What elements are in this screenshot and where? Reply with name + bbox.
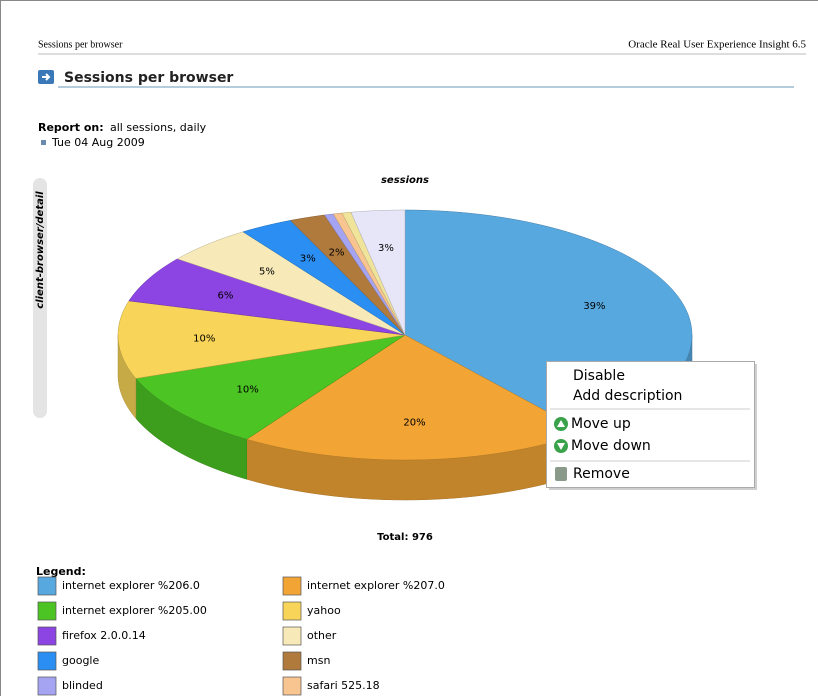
header-left: Sessions per browser <box>38 39 123 50</box>
menu-item[interactable]: Move up <box>571 416 631 432</box>
legend-label: internet explorer %205.00 <box>62 604 207 617</box>
slice-label: 5% <box>259 266 275 277</box>
slice-label: 10% <box>193 333 215 344</box>
legend: internet explorer %206.0 internet explore… <box>37 576 445 696</box>
slice-label: 3% <box>300 253 316 264</box>
menu-item[interactable]: Move down <box>571 438 651 454</box>
legend-title: Legend: <box>36 565 86 578</box>
legend-label: internet explorer %207.0 <box>307 579 445 592</box>
legend-label: other <box>307 629 337 642</box>
menu-box <box>546 361 755 488</box>
slice <box>135 334 406 440</box>
legend-swatch <box>282 651 302 671</box>
header-right: Oracle Real User Experience Insight 6.5 <box>628 39 806 51</box>
slice-label: 3% <box>378 243 394 254</box>
slice <box>117 300 406 379</box>
legend-label: msn <box>307 654 330 667</box>
slice <box>289 214 406 336</box>
side-tab[interactable] <box>33 178 47 418</box>
slice-label: 39% <box>583 301 605 312</box>
slice <box>128 258 406 336</box>
legend-label: internet explorer %206.0 <box>62 579 200 592</box>
chart-title: sessions <box>381 175 429 186</box>
slice <box>242 220 406 336</box>
trash-icon <box>555 467 567 481</box>
context-menu: Disable Add description Move up Move dow… <box>546 361 757 490</box>
report-text: all sessions, daily <box>110 121 207 134</box>
legend-label: blinded <box>62 679 103 692</box>
legend-swatch <box>37 676 57 696</box>
legend-swatch <box>37 626 57 646</box>
legend-swatch <box>282 626 302 646</box>
menu-item[interactable]: Add description <box>573 388 682 404</box>
slice-label: 6% <box>218 291 234 302</box>
slice-label: 2% <box>329 248 345 259</box>
legend-swatch <box>37 576 57 596</box>
date-bullet <box>41 140 46 145</box>
legend-swatch <box>37 651 57 671</box>
menu-item[interactable]: Disable <box>573 368 625 384</box>
report-date: Tue 04 Aug 2009 <box>51 136 145 149</box>
legend-label: firefox 2.0.0.14 <box>62 629 146 642</box>
slice <box>350 209 406 336</box>
slice <box>246 334 586 461</box>
title-arrow <box>42 73 51 81</box>
menu-item[interactable]: Remove <box>573 466 630 482</box>
legend-label: safari 525.18 <box>307 679 380 692</box>
legend-swatch <box>37 601 57 621</box>
legend-label: yahoo <box>307 604 341 617</box>
report-label: Report on: <box>38 121 104 134</box>
legend-swatch <box>282 676 302 696</box>
slice <box>176 231 406 336</box>
slice-label: 20% <box>403 417 425 428</box>
total: Total: 976 <box>377 532 433 543</box>
up-arrow <box>557 420 565 427</box>
slice-label: 10% <box>237 384 259 395</box>
legend-label: google <box>62 654 99 667</box>
legend-swatch <box>282 601 302 621</box>
side-tab-label: client-browser/detail <box>35 191 46 309</box>
legend-swatch <box>282 576 302 596</box>
page-title: Sessions per browser <box>64 70 233 86</box>
down-arrow <box>557 443 565 450</box>
